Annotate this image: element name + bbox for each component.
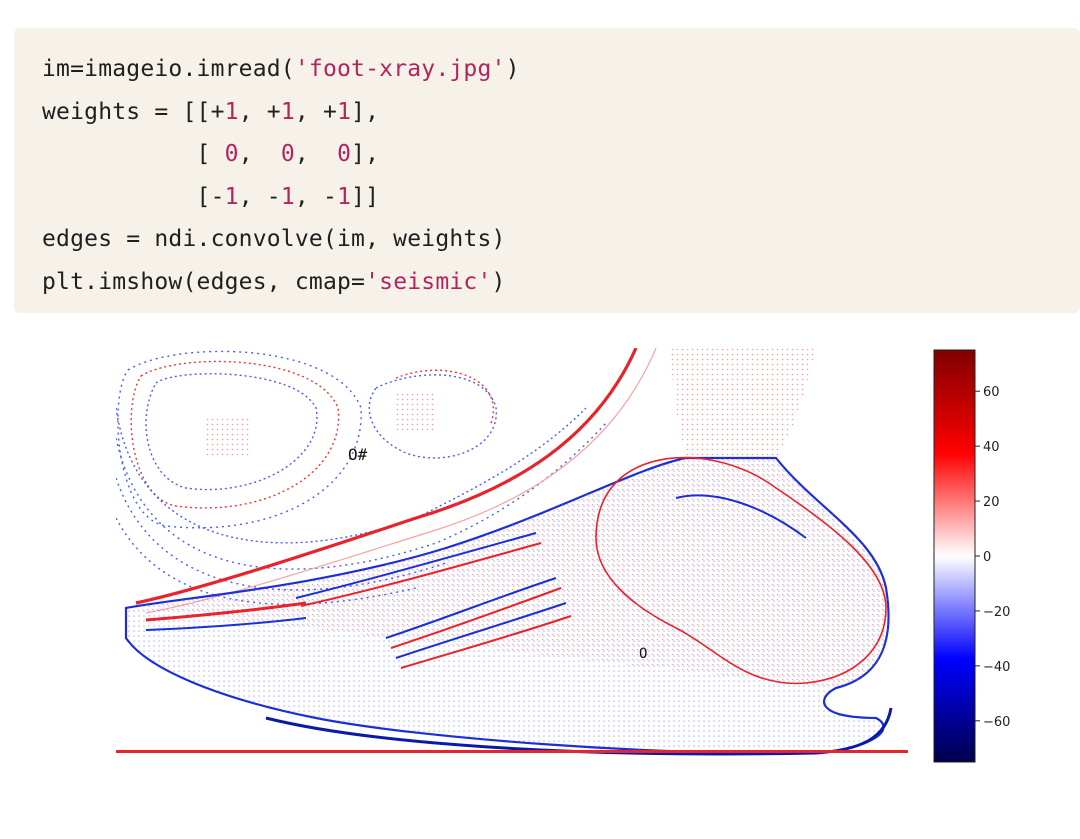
code-token: , -	[294, 183, 338, 210]
foot-xray-edges-image: O#	[116, 348, 908, 762]
colorbar-tick-label: −40	[983, 660, 1010, 675]
code-token: 'foot-xray.jpg'	[294, 56, 506, 82]
colorbar-tick-label: 20	[983, 495, 1000, 510]
code-token: ],	[351, 98, 380, 125]
code-token: , +	[238, 98, 281, 125]
colorbar-tick-label: −60	[983, 715, 1010, 730]
code-token: ],	[351, 141, 380, 167]
colorbar-tick-label: 40	[983, 440, 1000, 455]
code-token: ,	[238, 141, 281, 167]
colorbar-tick-label: −20	[983, 605, 1010, 620]
code-token: plt.imshow(edges, cmap=	[42, 268, 366, 295]
colorbar-tick-label: 0	[983, 550, 991, 565]
code-token: 0	[224, 141, 239, 167]
code-token: 1	[224, 98, 239, 125]
code-token: 0	[337, 141, 352, 167]
code-line: plt.imshow(edges, cmap='seismic')	[42, 261, 1080, 304]
figure-svg: O#	[116, 348, 1010, 763]
code-line: edges = ndi.convolve(im, weights)	[42, 218, 1080, 261]
code-token: 1	[280, 183, 295, 210]
colorbar: 60 40 20 0 −20 −40 −60	[933, 349, 1010, 763]
code-token: 1	[224, 183, 239, 210]
colorbar-gradient	[933, 349, 976, 763]
code-token: [-	[42, 183, 225, 210]
code-token: ,	[294, 141, 338, 167]
code-block: im=imageio.imread('foot-xray.jpg') weight…	[14, 28, 1080, 313]
code-token: )	[505, 56, 520, 82]
code-token: 1	[337, 98, 352, 125]
code-token: 'seismic'	[365, 268, 492, 295]
colorbar-ticks: 60 40 20 0 −20 −40 −60	[975, 385, 1010, 730]
code-lines: im=imageio.imread('foot-xray.jpg') weight…	[42, 48, 1080, 303]
svg-text:O#: O#	[348, 445, 368, 464]
code-line: weights = [[+1, +1, +1],	[42, 91, 1080, 134]
code-token: edges = ndi.convolve(im, weights)	[42, 226, 506, 252]
code-token: [	[42, 141, 225, 167]
code-token: 1	[280, 98, 295, 125]
code-line: [-1, -1, -1]]	[42, 176, 1080, 219]
code-line: [ 0, 0, 0],	[42, 133, 1080, 176]
code-token: )	[491, 268, 506, 295]
code-line: im=imageio.imread('foot-xray.jpg')	[42, 48, 1080, 91]
code-token: im=imageio.imread(	[42, 56, 295, 82]
code-token: , -	[238, 183, 281, 210]
code-token: 0	[280, 141, 295, 167]
svg-text:O: O	[639, 646, 647, 662]
colorbar-tick-label: 60	[983, 385, 1000, 400]
code-token: , +	[294, 98, 338, 125]
code-token: ]]	[351, 183, 380, 210]
figure: O#	[116, 348, 1020, 768]
code-token: 1	[337, 183, 352, 210]
code-token: weights = [[+	[42, 98, 225, 125]
